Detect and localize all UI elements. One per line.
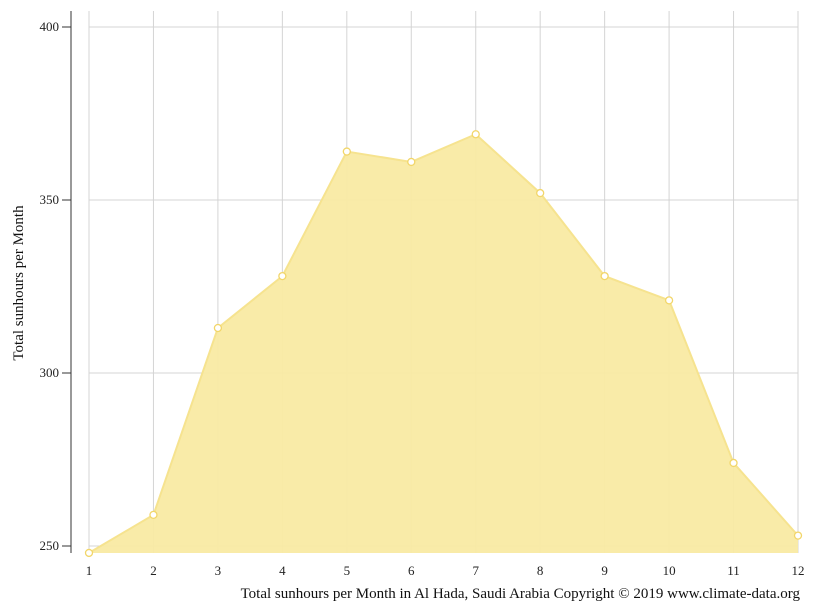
data-point (600, 271, 609, 281)
data-point (729, 458, 738, 468)
data-point (149, 510, 158, 520)
x-tick-label: 7 (472, 563, 479, 578)
data-point (278, 271, 287, 281)
data-point (536, 188, 545, 198)
x-tick-label: 12 (792, 563, 805, 578)
y-tick-label: 400 (40, 19, 60, 34)
x-tick-label: 11 (727, 563, 740, 578)
x-tick-label: 2 (150, 563, 157, 578)
y-tick-label: 300 (40, 365, 60, 380)
data-point (471, 130, 480, 139)
data-markers (84, 130, 803, 558)
x-axis-title: Total sunhours per Month in Al Hada, Sau… (241, 586, 801, 602)
data-point (342, 147, 351, 156)
area-fill (89, 134, 798, 553)
series-line (88, 133, 799, 554)
x-tick-label: 6 (408, 563, 415, 578)
data-point (664, 296, 674, 305)
axes (62, 11, 72, 553)
x-tick-label: 4 (279, 563, 286, 578)
y-tick-label: 350 (40, 192, 60, 207)
y-tick-label: 250 (40, 538, 60, 553)
x-tick-label: 3 (215, 563, 222, 578)
x-tick-label: 9 (601, 563, 608, 578)
data-point (213, 323, 223, 333)
area-series (88, 133, 799, 554)
x-tick-label: 8 (537, 563, 544, 578)
x-tick-label: 1 (86, 563, 93, 578)
x-tick-label: 5 (344, 563, 351, 578)
x-tick-label: 10 (663, 563, 676, 578)
y-axis-title: Total sunhours per Month (11, 205, 27, 361)
data-point (84, 548, 94, 558)
data-point (793, 531, 803, 540)
data-point (407, 157, 416, 167)
